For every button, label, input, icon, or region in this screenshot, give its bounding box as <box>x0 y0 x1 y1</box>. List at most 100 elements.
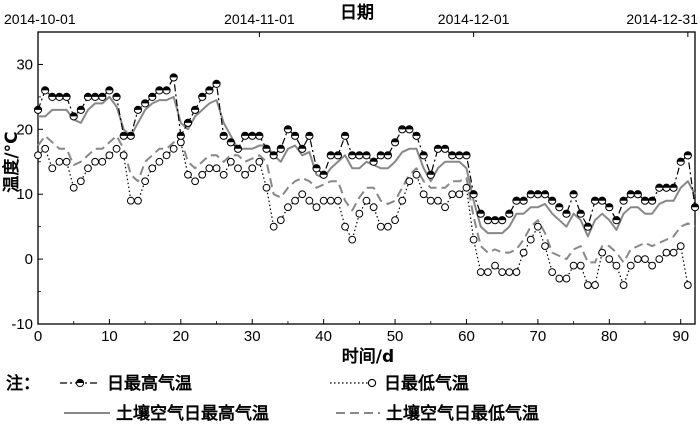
point-daily-max <box>655 183 664 192</box>
point-fill <box>491 216 499 221</box>
point-daily-max <box>319 170 328 179</box>
point-daily-min <box>248 164 257 173</box>
point-fill <box>648 197 656 201</box>
point-fill <box>248 132 256 136</box>
point-daily-min <box>226 157 235 166</box>
point-fill <box>291 132 299 136</box>
point-daily-max <box>390 138 400 147</box>
point-daily-max <box>283 125 293 134</box>
point-fill <box>277 145 285 149</box>
point-daily-min <box>612 261 621 270</box>
x-axis-title: 时间/d <box>342 346 394 367</box>
point-daily-min <box>541 242 549 251</box>
point-fill <box>384 151 392 156</box>
legend-marker-fill <box>76 379 84 383</box>
axis-ticks <box>37 32 689 325</box>
point-fill <box>155 86 164 91</box>
point-daily-max <box>398 125 407 134</box>
point-daily-max <box>676 157 685 166</box>
point-fill <box>584 223 592 227</box>
point-fill <box>562 210 571 214</box>
point-daily-max <box>255 131 264 140</box>
point-daily-min <box>184 170 192 179</box>
point-daily-min <box>76 177 85 186</box>
y-tick-label: 10 <box>16 186 33 203</box>
series-line-3 <box>37 134 696 264</box>
point-daily-max <box>248 131 257 140</box>
point-fill <box>105 86 114 91</box>
point-daily-max <box>412 131 421 140</box>
point-fill <box>477 210 485 214</box>
point-daily-min <box>555 274 564 283</box>
point-daily-max <box>569 190 578 199</box>
point-fill <box>177 132 185 136</box>
point-daily-min <box>34 151 42 160</box>
point-daily-min <box>212 164 221 173</box>
point-fill <box>505 210 513 214</box>
point-daily-min <box>191 177 200 186</box>
point-fill <box>627 190 635 195</box>
point-fill <box>534 190 542 195</box>
point-fill <box>262 145 271 149</box>
point-fill <box>284 125 292 130</box>
point-daily-max <box>419 151 428 160</box>
point-daily-min <box>276 216 285 225</box>
point-daily-max <box>48 92 57 101</box>
plot-frame <box>37 31 696 325</box>
point-daily-min <box>219 170 228 179</box>
point-daily-max <box>498 216 507 225</box>
point-fill <box>162 86 171 91</box>
point-daily-min <box>148 164 157 173</box>
point-daily-min <box>405 177 414 186</box>
point-daily-max <box>305 131 314 140</box>
point-daily-min <box>305 196 314 205</box>
point-daily-min <box>662 248 671 257</box>
point-daily-min <box>169 144 178 153</box>
point-daily-max <box>105 86 114 95</box>
x-tick-label: 40 <box>315 328 332 345</box>
point-daily-min <box>105 151 114 160</box>
point-fill <box>48 93 56 97</box>
point-fill <box>462 151 471 156</box>
point-fill <box>470 190 478 195</box>
point-fill <box>591 197 599 201</box>
point-fill <box>420 151 428 156</box>
point-daily-min <box>419 190 428 199</box>
point-daily-max <box>55 92 64 101</box>
point-fill <box>120 132 128 136</box>
point-daily-min <box>605 255 614 264</box>
point-fill <box>198 93 206 97</box>
point-fill <box>455 151 463 156</box>
point-fill <box>227 138 235 143</box>
point-fill <box>148 93 156 97</box>
point-daily-min <box>84 164 92 173</box>
point-daily-max <box>540 190 550 199</box>
point-daily-min <box>626 261 635 270</box>
point-fill <box>234 145 242 149</box>
point-fill <box>605 203 613 208</box>
point-fill <box>98 93 106 97</box>
point-daily-min <box>583 281 592 289</box>
point-daily-max <box>648 196 657 205</box>
point-daily-max <box>640 196 650 205</box>
point-fill <box>641 197 649 201</box>
legend-entry-daily-max: 日最高气温 <box>60 373 192 394</box>
point-fill <box>170 73 178 78</box>
point-daily-min <box>326 196 335 205</box>
point-fill <box>669 184 678 188</box>
point-daily-min <box>476 268 485 276</box>
point-daily-min <box>291 196 299 205</box>
point-daily-max <box>369 157 378 166</box>
point-daily-min <box>548 268 557 276</box>
point-daily-max <box>383 151 393 160</box>
point-fill <box>612 216 621 221</box>
x-tick-label: 80 <box>601 328 618 345</box>
point-fill <box>91 93 99 97</box>
point-daily-min <box>591 281 599 289</box>
point-fill <box>41 86 49 91</box>
point-daily-min <box>284 203 292 212</box>
point-daily-min <box>112 144 121 153</box>
point-daily-min <box>598 248 607 257</box>
point-fill <box>427 171 435 175</box>
x-tick-label: 30 <box>244 328 261 345</box>
